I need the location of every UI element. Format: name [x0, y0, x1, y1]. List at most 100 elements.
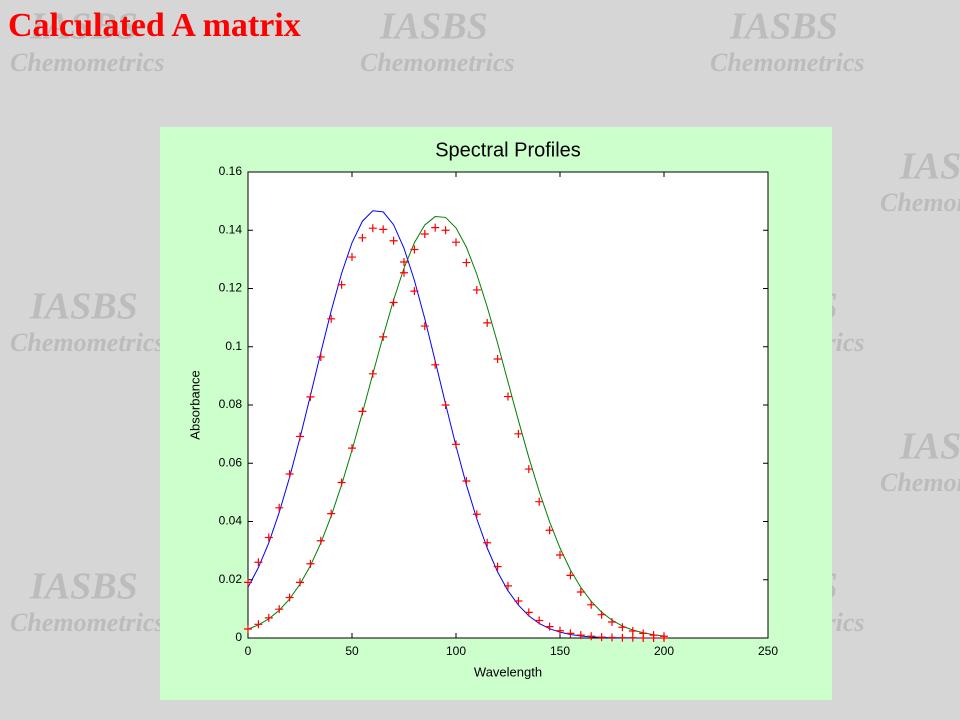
marker	[556, 626, 564, 635]
marker	[327, 509, 336, 518]
marker	[566, 571, 575, 580]
marker	[264, 613, 273, 622]
marker	[379, 332, 388, 341]
marker	[275, 503, 284, 512]
marker	[608, 617, 616, 626]
watermark-logo: IASBS	[29, 286, 138, 328]
x-tick-label: 50	[345, 644, 359, 658]
marker	[472, 285, 481, 294]
x-tick-label: 150	[550, 644, 570, 658]
marker	[400, 268, 408, 277]
x-tick-label: 250	[758, 644, 778, 658]
marker	[493, 562, 502, 571]
watermark-logo: IASBS	[899, 146, 960, 188]
marker	[337, 478, 346, 487]
marker	[504, 581, 512, 590]
watermark-logo: IASBS	[29, 566, 138, 608]
marker	[483, 538, 492, 547]
marker	[244, 624, 252, 633]
marker	[296, 578, 304, 587]
x-tick-label: 200	[654, 644, 674, 658]
marker	[514, 429, 523, 438]
y-axis-label: Absorbance	[187, 370, 202, 439]
marker	[400, 257, 408, 266]
x-axis-label: Wavelength	[474, 664, 542, 679]
y-tick-label: 0.02	[219, 572, 243, 586]
marker	[618, 633, 627, 642]
marker	[337, 280, 346, 289]
marker	[535, 497, 544, 506]
marker	[285, 593, 294, 602]
marker	[576, 587, 585, 596]
marker	[452, 440, 460, 449]
marker	[306, 559, 315, 568]
marker	[420, 322, 429, 331]
marker	[441, 226, 450, 235]
marker	[535, 616, 544, 625]
marker	[348, 444, 356, 453]
watermark-logo: IASBS	[379, 6, 488, 48]
marker	[254, 620, 263, 629]
plot-area	[247, 171, 769, 639]
marker	[327, 314, 336, 323]
marker	[452, 238, 460, 247]
marker	[431, 223, 440, 232]
marker	[628, 633, 637, 642]
y-tick-label: 0.04	[219, 514, 243, 528]
marker	[462, 258, 471, 267]
marker	[368, 224, 377, 233]
marker	[493, 354, 502, 363]
marker	[316, 536, 325, 545]
watermark-logo: IASBS	[729, 6, 838, 48]
marker	[504, 392, 512, 401]
marker	[545, 526, 554, 535]
watermark-text: Chemometrics	[880, 468, 960, 497]
marker	[660, 632, 668, 641]
y-tick-label: 0.12	[219, 281, 243, 295]
watermark-text: Chemometrics	[880, 188, 960, 217]
marker	[358, 407, 367, 416]
marker	[597, 633, 606, 642]
marker	[483, 318, 492, 327]
marker	[410, 287, 419, 296]
marker	[628, 627, 637, 636]
y-tick-label: 0.1	[225, 339, 242, 353]
marker	[514, 597, 523, 606]
chart-title: Spectral Profiles	[435, 139, 581, 161]
y-tick-label: 0.06	[219, 455, 243, 469]
marker	[358, 233, 367, 242]
marker	[608, 633, 616, 642]
marker	[285, 470, 294, 479]
marker	[348, 253, 356, 262]
marker	[472, 510, 481, 519]
marker	[379, 225, 388, 234]
y-tick-label: 0	[235, 630, 242, 644]
marker	[524, 465, 533, 474]
marker	[389, 236, 398, 245]
x-tick-label: 100	[446, 644, 466, 658]
watermark-text: Chemometrics	[10, 328, 165, 357]
y-tick-label: 0.14	[219, 222, 243, 236]
watermark-text: Chemometrics	[10, 608, 165, 637]
marker	[420, 230, 429, 239]
watermark-text: Chemometrics	[360, 48, 515, 77]
marker	[618, 623, 627, 632]
marker	[441, 401, 450, 409]
marker	[264, 533, 273, 542]
marker	[410, 245, 419, 254]
marker	[566, 629, 575, 638]
marker	[524, 608, 533, 617]
slide-title: Calculated A matrix	[8, 7, 301, 44]
watermark-text: Chemometrics	[10, 48, 165, 77]
watermark-text: Chemometrics	[710, 48, 865, 77]
marker	[296, 432, 304, 441]
marker	[597, 610, 606, 619]
marker	[306, 392, 315, 401]
marker	[462, 477, 471, 486]
marker	[316, 352, 325, 361]
marker	[587, 632, 596, 641]
marker	[431, 360, 440, 369]
marker	[649, 631, 658, 640]
marker	[545, 622, 554, 631]
